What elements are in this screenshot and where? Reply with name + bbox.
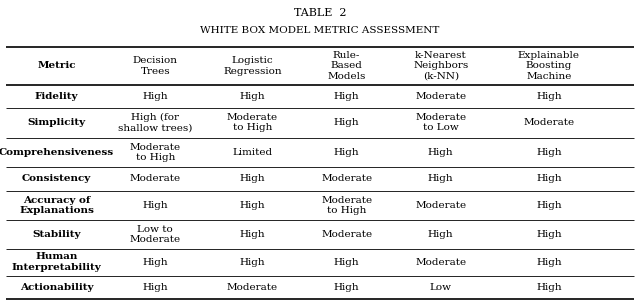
- Text: High: High: [536, 92, 562, 101]
- Text: High: High: [143, 92, 168, 101]
- Text: High: High: [143, 258, 168, 267]
- Text: High: High: [334, 283, 360, 292]
- Text: High: High: [536, 148, 562, 157]
- Text: Moderate: Moderate: [415, 201, 467, 210]
- Text: High: High: [536, 174, 562, 183]
- Text: Moderate: Moderate: [524, 118, 575, 127]
- Text: WHITE BOX MODEL METRIC ASSESSMENT: WHITE BOX MODEL METRIC ASSESSMENT: [200, 26, 440, 35]
- Text: High: High: [428, 148, 454, 157]
- Text: Explainable
Boosting
Machine: Explainable Boosting Machine: [518, 51, 580, 81]
- Text: Moderate: Moderate: [130, 174, 181, 183]
- Text: Moderate: Moderate: [415, 258, 467, 267]
- Text: High: High: [334, 148, 360, 157]
- Text: Accuracy of
Explanations: Accuracy of Explanations: [19, 196, 94, 215]
- Text: High: High: [536, 230, 562, 239]
- Text: High: High: [334, 92, 360, 101]
- Text: High: High: [428, 230, 454, 239]
- Text: Moderate
to High: Moderate to High: [321, 196, 372, 215]
- Text: Actionability: Actionability: [20, 283, 93, 292]
- Text: High: High: [143, 283, 168, 292]
- Text: Consistency: Consistency: [22, 174, 92, 183]
- Text: Logistic
Regression: Logistic Regression: [223, 56, 282, 76]
- Text: High: High: [240, 258, 266, 267]
- Text: High: High: [536, 201, 562, 210]
- Text: High: High: [240, 174, 266, 183]
- Text: Low: Low: [429, 283, 452, 292]
- Text: High: High: [240, 201, 266, 210]
- Text: Human
Interpretability: Human Interpretability: [12, 253, 102, 272]
- Text: Decision
Trees: Decision Trees: [133, 56, 178, 76]
- Text: Comprehensiveness: Comprehensiveness: [0, 148, 114, 157]
- Text: Moderate: Moderate: [321, 174, 372, 183]
- Text: Limited: Limited: [232, 148, 273, 157]
- Text: Moderate: Moderate: [227, 283, 278, 292]
- Text: TABLE  2: TABLE 2: [294, 8, 346, 18]
- Text: High: High: [536, 258, 562, 267]
- Text: High: High: [428, 174, 454, 183]
- Text: Simplicity: Simplicity: [28, 118, 86, 127]
- Text: Moderate: Moderate: [415, 92, 467, 101]
- Text: Rule-
Based
Models: Rule- Based Models: [328, 51, 366, 81]
- Text: Fidelity: Fidelity: [35, 92, 78, 101]
- Text: High: High: [143, 201, 168, 210]
- Text: Low to
Moderate: Low to Moderate: [130, 225, 181, 244]
- Text: Moderate
to High: Moderate to High: [227, 113, 278, 132]
- Text: Metric: Metric: [37, 62, 76, 70]
- Text: Moderate: Moderate: [321, 230, 372, 239]
- Text: Moderate
to Low: Moderate to Low: [415, 113, 467, 132]
- Text: High (for
shallow trees): High (for shallow trees): [118, 113, 193, 133]
- Text: Moderate
to High: Moderate to High: [130, 143, 181, 162]
- Text: High: High: [334, 258, 360, 267]
- Text: Stability: Stability: [33, 230, 81, 239]
- Text: High: High: [240, 230, 266, 239]
- Text: High: High: [240, 92, 266, 101]
- Text: High: High: [334, 118, 360, 127]
- Text: k-Nearest
Neighbors
(k-NN): k-Nearest Neighbors (k-NN): [413, 51, 468, 81]
- Text: High: High: [536, 283, 562, 292]
